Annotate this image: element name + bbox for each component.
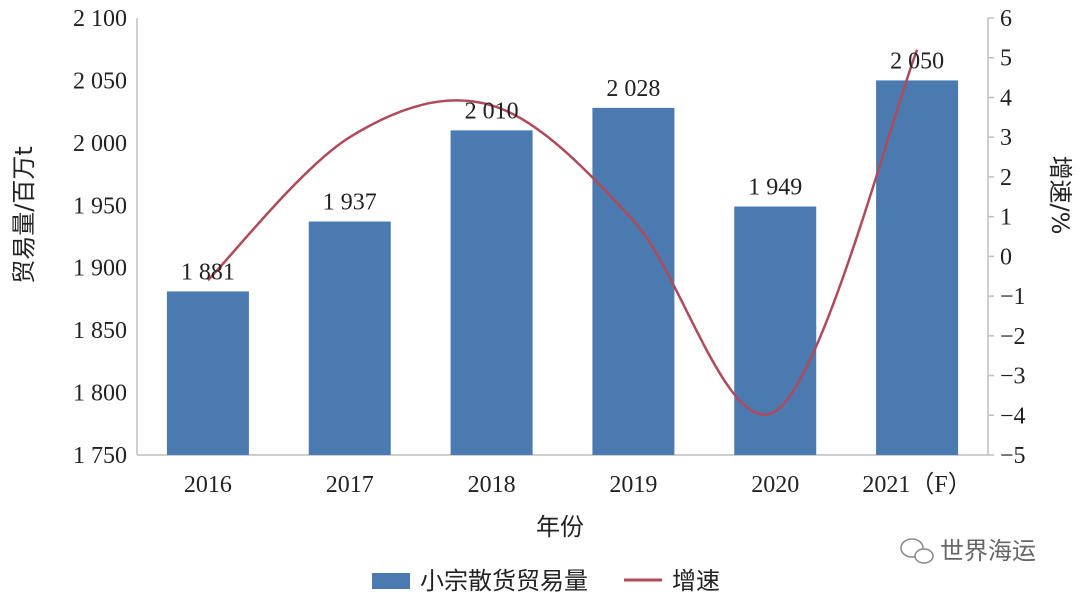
bar	[450, 130, 533, 455]
legend-bar-swatch	[372, 573, 410, 589]
bar-value-label: 1 881	[181, 259, 235, 285]
right-tick-label: −4	[1000, 403, 1026, 429]
right-tick-label: −3	[1000, 364, 1026, 390]
growth-line	[207, 49, 919, 416]
right-tick-label: −2	[1000, 324, 1026, 350]
left-tick-label: 1 800	[73, 381, 127, 407]
left-axis-title: 贸易量/百万t	[10, 146, 38, 284]
bar-value-label: 2 010	[465, 98, 519, 124]
bar	[166, 291, 249, 455]
bar-value-label: 1 949	[748, 175, 802, 201]
x-tick-label: 2017	[326, 472, 374, 498]
legend-bar-label: 小宗散货贸易量	[420, 567, 588, 595]
right-tick-label: 3	[1000, 125, 1012, 151]
bar	[592, 107, 675, 455]
x-tick-label: 2020	[751, 472, 799, 498]
left-tick-label: 1 850	[73, 318, 127, 344]
left-tick-label: 2 050	[73, 68, 127, 94]
x-tick-label: 2019	[609, 472, 657, 498]
left-tick-label: 2 000	[73, 131, 127, 157]
x-axis-title: 年份	[536, 513, 584, 541]
wechat-icon	[900, 538, 934, 564]
right-tick-label: 6	[1000, 6, 1012, 32]
watermark-text: 世界海运	[940, 537, 1036, 565]
bar	[734, 206, 817, 455]
left-tick-label: 1 750	[73, 443, 127, 469]
bar-value-label: 2 050	[890, 48, 944, 74]
left-tick-label: 1 900	[73, 256, 127, 282]
left-tick-label: 2 100	[73, 6, 127, 32]
bar-value-label: 1 937	[323, 190, 377, 216]
x-tick-label: 2016	[184, 472, 232, 498]
left-tick-label: 1 950	[73, 193, 127, 219]
right-tick-label: −5	[1000, 443, 1026, 469]
x-tick-label: 2018	[468, 472, 516, 498]
right-tick-label: 1	[1000, 205, 1012, 231]
x-tick-label: 2021（F）	[862, 472, 971, 498]
bar	[308, 221, 391, 455]
right-tick-label: 5	[1000, 46, 1012, 72]
right-tick-label: −1	[1000, 284, 1026, 310]
bar	[876, 80, 959, 455]
right-tick-label: 0	[1000, 244, 1012, 270]
bar-value-label: 2 028	[606, 76, 660, 102]
right-axis-title: 增速/%	[1046, 156, 1074, 235]
right-tick-label: 2	[1000, 165, 1012, 191]
legend-line-label: 增速	[672, 567, 720, 595]
right-tick-label: 4	[1000, 85, 1012, 111]
